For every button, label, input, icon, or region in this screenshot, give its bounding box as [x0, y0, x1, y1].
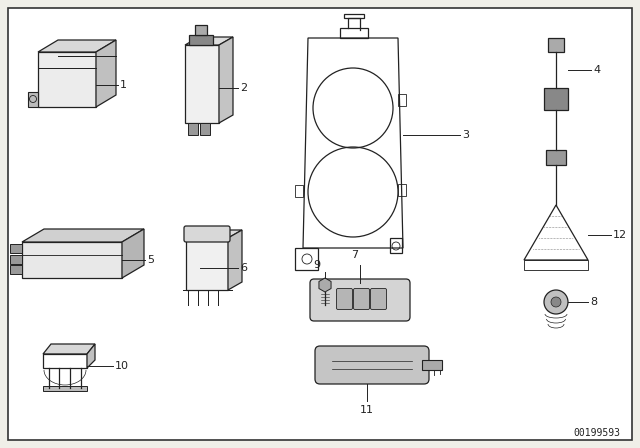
Text: 2: 2: [240, 83, 247, 93]
Polygon shape: [38, 40, 116, 52]
Polygon shape: [185, 45, 219, 123]
Polygon shape: [122, 229, 144, 278]
FancyBboxPatch shape: [371, 289, 387, 310]
Polygon shape: [186, 230, 242, 238]
Polygon shape: [43, 344, 95, 354]
Polygon shape: [185, 37, 233, 45]
Polygon shape: [548, 38, 564, 52]
Polygon shape: [219, 37, 233, 123]
FancyBboxPatch shape: [315, 346, 429, 384]
Text: 9: 9: [314, 260, 321, 270]
FancyBboxPatch shape: [184, 226, 230, 242]
Text: 5: 5: [147, 255, 154, 265]
Circle shape: [551, 297, 561, 307]
Text: 4: 4: [593, 65, 600, 75]
Polygon shape: [22, 229, 144, 242]
FancyBboxPatch shape: [310, 279, 410, 321]
Polygon shape: [422, 360, 442, 370]
Text: 7: 7: [351, 250, 358, 260]
Polygon shape: [188, 123, 198, 135]
Polygon shape: [43, 386, 87, 391]
Text: 1: 1: [120, 80, 127, 90]
Text: 10: 10: [115, 361, 129, 371]
Polygon shape: [10, 244, 22, 253]
Polygon shape: [96, 40, 116, 107]
Polygon shape: [195, 25, 207, 35]
Text: 3: 3: [462, 130, 469, 140]
Polygon shape: [186, 238, 228, 290]
Polygon shape: [544, 88, 568, 110]
Polygon shape: [10, 255, 22, 264]
Polygon shape: [546, 150, 566, 165]
Polygon shape: [228, 230, 242, 290]
Text: 11: 11: [360, 405, 374, 415]
Polygon shape: [38, 52, 96, 107]
Text: 6: 6: [240, 263, 247, 273]
Polygon shape: [319, 278, 331, 292]
Polygon shape: [87, 344, 95, 368]
Polygon shape: [200, 123, 210, 135]
FancyBboxPatch shape: [337, 289, 353, 310]
Text: 8: 8: [590, 297, 597, 307]
Polygon shape: [10, 265, 22, 274]
Polygon shape: [22, 242, 122, 278]
Polygon shape: [189, 35, 213, 45]
Polygon shape: [8, 8, 632, 440]
FancyBboxPatch shape: [353, 289, 369, 310]
Polygon shape: [28, 92, 38, 107]
Text: 12: 12: [613, 230, 627, 240]
Circle shape: [544, 290, 568, 314]
Text: 00199593: 00199593: [573, 428, 620, 438]
